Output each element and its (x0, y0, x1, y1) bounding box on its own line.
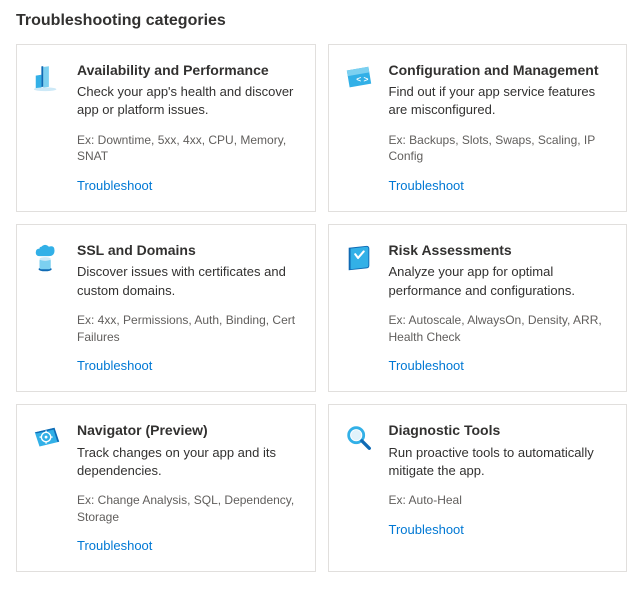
troubleshoot-link[interactable]: Troubleshoot (77, 178, 152, 193)
card-desc: Run proactive tools to automatically mit… (389, 444, 611, 480)
card-navigator-preview: Navigator (Preview) Track changes on you… (16, 404, 316, 572)
card-diagnostic-tools: Diagnostic Tools Run proactive tools to … (328, 404, 628, 572)
navigator-icon (31, 421, 63, 453)
card-configuration-management: < > Configuration and Management Find ou… (328, 44, 628, 212)
ssl-icon (31, 241, 63, 273)
card-example: Ex: Downtime, 5xx, 4xx, CPU, Memory, SNA… (77, 132, 299, 166)
section-title: Troubleshooting categories (16, 12, 627, 30)
card-example: Ex: Backups, Slots, Swaps, Scaling, IP C… (389, 132, 611, 166)
card-desc: Discover issues with certificates and cu… (77, 263, 299, 299)
card-desc: Track changes on your app and its depend… (77, 444, 299, 480)
card-availability-performance: Availability and Performance Check your … (16, 44, 316, 212)
troubleshoot-link[interactable]: Troubleshoot (389, 178, 464, 193)
magnify-icon (343, 421, 375, 453)
card-example: Ex: Auto-Heal (389, 492, 611, 509)
card-title: Risk Assessments (389, 241, 611, 259)
card-desc: Check your app's health and discover app… (77, 83, 299, 119)
troubleshoot-link[interactable]: Troubleshoot (77, 538, 152, 553)
card-ssl-domains: SSL and Domains Discover issues with cer… (16, 224, 316, 392)
troubleshoot-link[interactable]: Troubleshoot (77, 358, 152, 373)
card-title: Navigator (Preview) (77, 421, 299, 439)
card-title: Availability and Performance (77, 61, 299, 79)
code-icon: < > (343, 61, 375, 93)
card-desc: Analyze your app for optimal performance… (389, 263, 611, 299)
troubleshoot-link[interactable]: Troubleshoot (389, 522, 464, 537)
card-example: Ex: 4xx, Permissions, Auth, Binding, Cer… (77, 312, 299, 346)
svg-text:< >: < > (356, 74, 368, 84)
card-desc: Find out if your app service features ar… (389, 83, 611, 119)
card-example: Ex: Autoscale, AlwaysOn, Density, ARR, H… (389, 312, 611, 346)
card-title: Diagnostic Tools (389, 421, 611, 439)
troubleshoot-link[interactable]: Troubleshoot (389, 358, 464, 373)
book-icon (343, 241, 375, 273)
chart-icon (31, 61, 63, 93)
card-example: Ex: Change Analysis, SQL, Dependency, St… (77, 492, 299, 526)
card-title: Configuration and Management (389, 61, 611, 79)
card-risk-assessments: Risk Assessments Analyze your app for op… (328, 224, 628, 392)
card-title: SSL and Domains (77, 241, 299, 259)
cards-grid: Availability and Performance Check your … (16, 44, 627, 572)
